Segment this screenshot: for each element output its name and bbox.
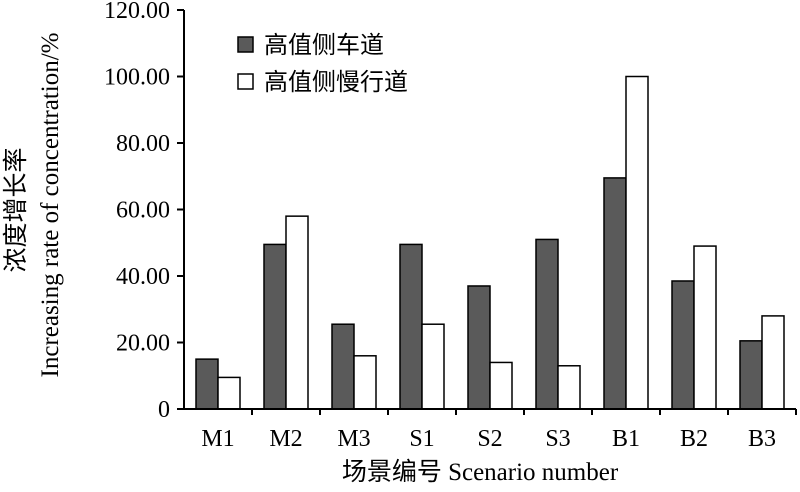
y-tick-label: 100.00 (104, 65, 170, 91)
bar-b3-series-2 (761, 315, 785, 410)
bar-s1-series-1 (399, 243, 423, 410)
legend: 高值侧车道 高值侧慢行道 (237, 31, 408, 96)
bar-m1-series-2 (217, 376, 241, 410)
y-tick-label: 0 (158, 397, 170, 423)
bar-b2-series-2 (693, 245, 717, 410)
y-tick-label: 120.00 (104, 0, 170, 24)
legend-swatch-series-1 (237, 36, 254, 53)
x-tick-label-s3: S3 (545, 426, 570, 452)
bar-s3-series-1 (535, 238, 559, 410)
bar-m3-series-2 (353, 355, 377, 410)
x-axis-ticks: M1 M2 M3 S1 S2 S3 B1 B2 B3 (201, 409, 797, 452)
x-tick-label-b2: B2 (680, 426, 708, 452)
x-tick-label-b3: B3 (748, 426, 776, 452)
legend-label-series-1: 高值侧车道 (264, 31, 384, 59)
x-tick-label-b1: B1 (612, 426, 640, 452)
y-tick-label: 20.00 (116, 331, 170, 357)
y-axis-title-cn: 浓度增长率 (2, 147, 30, 272)
x-tick-label-s2: S2 (477, 426, 502, 452)
bar-b2-series-1 (671, 280, 695, 410)
bar-s2-series-2 (489, 361, 513, 410)
y-axis-ticks: 0 20.00 40.00 60.00 80.00 100.00 120.00 (104, 0, 184, 423)
x-axis-title: 场景编号 Scenario number (342, 458, 619, 486)
bar-m2-series-2 (285, 215, 309, 410)
y-axis-title-en: Increasing rate of concentration/% (37, 33, 64, 378)
bar-m1-series-1 (195, 358, 219, 410)
legend-label-series-2: 高值侧慢行道 (264, 68, 408, 96)
bar-s2-series-1 (467, 285, 491, 410)
bar-s3-series-2 (557, 365, 581, 410)
bar-b1-series-1 (603, 177, 627, 410)
y-tick-label: 40.00 (116, 264, 170, 290)
plot-area (195, 75, 785, 410)
bar-b3-series-1 (739, 340, 763, 410)
x-tick-label-m2: M2 (269, 426, 302, 452)
x-tick-label-m1: M1 (201, 426, 234, 452)
bar-m2-series-1 (263, 243, 287, 410)
legend-swatch-series-2 (237, 73, 254, 90)
x-tick-label-m3: M3 (337, 426, 370, 452)
x-tick-label-s1: S1 (409, 426, 434, 452)
bar-s1-series-2 (421, 323, 445, 410)
bar-b1-series-2 (625, 75, 649, 410)
bar-m3-series-1 (331, 323, 355, 410)
y-tick-label: 80.00 (116, 131, 170, 157)
y-tick-label: 60.00 (116, 198, 170, 224)
